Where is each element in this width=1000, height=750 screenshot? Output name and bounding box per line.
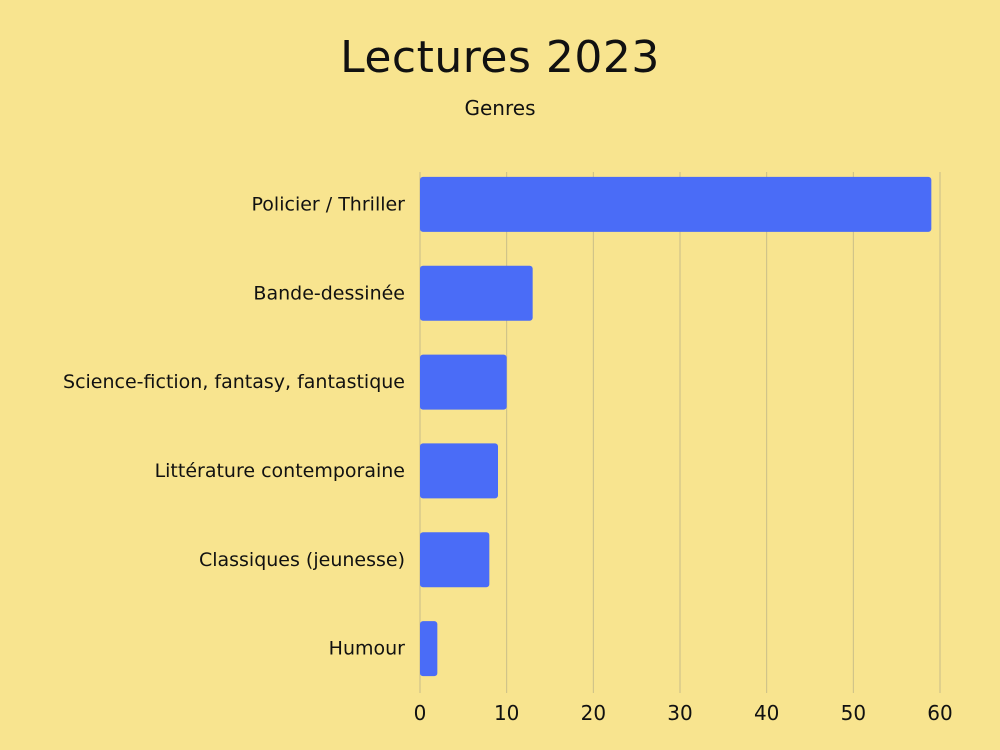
category-label: Classiques (jeunesse) [199, 549, 405, 571]
bar-5 [420, 621, 438, 677]
bar-1 [420, 265, 533, 321]
bar-2 [420, 354, 507, 410]
bar-0 [420, 176, 932, 232]
category-label: Littérature contemporaine [155, 460, 405, 482]
x-tick-label: 10 [494, 701, 519, 725]
chart-subtitle: Genres [464, 96, 536, 120]
x-tick-label: 40 [754, 701, 779, 725]
category-labels: Policier / Thriller Bande-dessinée Science… [63, 193, 405, 659]
grid-lines [419, 172, 941, 693]
x-tick-label: 50 [841, 701, 866, 725]
x-tick-labels: 0 10 20 30 40 50 60 [414, 701, 953, 725]
x-tick-label: 20 [581, 701, 606, 725]
category-label: Policier / Thriller [252, 193, 406, 215]
category-label: Science-fiction, fantasy, fantastique [63, 371, 405, 393]
bars [420, 176, 932, 677]
category-label: Humour [329, 638, 406, 660]
x-tick-label: 0 [414, 701, 427, 725]
category-label: Bande-dessinée [253, 282, 405, 304]
x-tick-label: 30 [667, 701, 692, 725]
x-tick-label: 60 [927, 701, 952, 725]
bar-4 [420, 532, 490, 588]
bar-3 [420, 443, 498, 499]
chart-title: Lectures 2023 [340, 32, 660, 83]
